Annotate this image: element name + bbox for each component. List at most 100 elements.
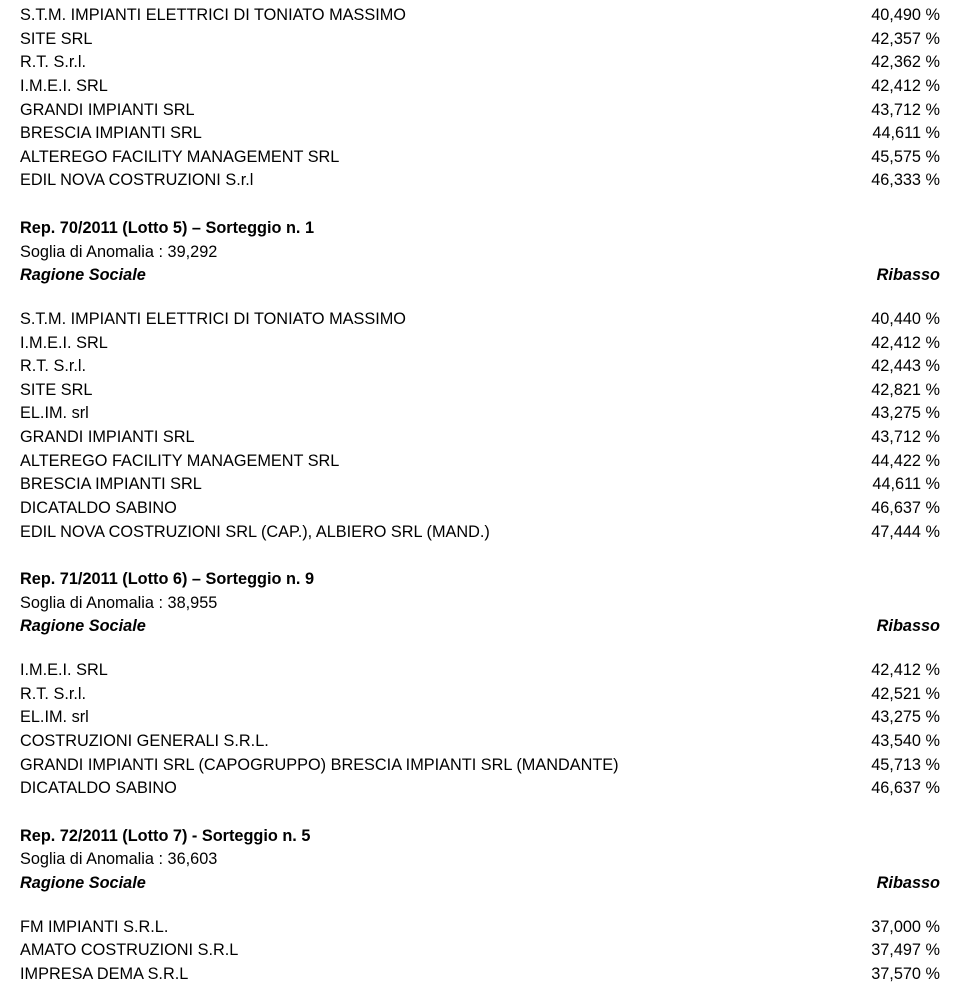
data-row: IMPRESA DEMA S.R.L37,570 % [20, 963, 940, 987]
company-name: GRANDI IMPIANTI SRL (CAPOGRUPPO) BRESCIA… [20, 754, 871, 778]
section-header: Ragione SocialeRibasso [20, 615, 940, 639]
ribasso-value: 42,443 % [871, 355, 940, 379]
company-name: S.T.M. IMPIANTI ELETTRICI DI TONIATO MAS… [20, 308, 871, 332]
ribasso-value: 43,540 % [871, 730, 940, 754]
ribasso-value: 43,275 % [871, 706, 940, 730]
ribasso-value: 37,497 % [871, 939, 940, 963]
ribasso-value: 42,821 % [871, 379, 940, 403]
soglia-line: Soglia di Anomalia : 38,955 [20, 592, 940, 616]
company-name: ALTEREGO FACILITY MANAGEMENT SRL [20, 146, 871, 170]
section: Rep. 71/2011 (Lotto 6) – Sorteggio n. 9S… [20, 568, 940, 801]
data-row: EL.IM. srl43,275 % [20, 402, 940, 426]
ribasso-value: 44,611 % [872, 122, 940, 146]
company-name: DICATALDO SABINO [20, 497, 871, 521]
header-left: Ragione Sociale [20, 264, 877, 288]
data-row: ALTEREGO FACILITY MANAGEMENT SRL44,422 % [20, 450, 940, 474]
data-row: S.T.M. IMPIANTI ELETTRICI DI TONIATO MAS… [20, 4, 940, 28]
company-name: EL.IM. srl [20, 402, 871, 426]
soglia-line: Soglia di Anomalia : 36,603 [20, 848, 940, 872]
ribasso-value: 40,490 % [871, 4, 940, 28]
company-name: SITE SRL [20, 28, 871, 52]
section-rows: S.T.M. IMPIANTI ELETTRICI DI TONIATO MAS… [20, 308, 940, 544]
section-rows: FM IMPIANTI S.R.L.37,000 %AMATO COSTRUZI… [20, 916, 940, 987]
soglia-line: Soglia di Anomalia : 39,292 [20, 241, 940, 265]
ribasso-value: 46,333 % [871, 169, 940, 193]
company-name: DICATALDO SABINO [20, 777, 871, 801]
ribasso-value: 42,412 % [871, 659, 940, 683]
company-name: SITE SRL [20, 379, 871, 403]
ribasso-value: 42,362 % [871, 51, 940, 75]
section: Rep. 70/2011 (Lotto 5) – Sorteggio n. 1S… [20, 217, 940, 544]
company-name: BRESCIA IMPIANTI SRL [20, 122, 872, 146]
header-right: Ribasso [877, 872, 940, 896]
company-name: GRANDI IMPIANTI SRL [20, 99, 871, 123]
document-root: S.T.M. IMPIANTI ELETTRICI DI TONIATO MAS… [20, 4, 940, 987]
section-header: Ragione SocialeRibasso [20, 872, 940, 896]
data-row: AMATO COSTRUZIONI S.R.L37,497 % [20, 939, 940, 963]
company-name: I.M.E.I. SRL [20, 332, 871, 356]
company-name: FM IMPIANTI S.R.L. [20, 916, 871, 940]
company-name: R.T. S.r.l. [20, 355, 871, 379]
ribasso-value: 47,444 % [871, 521, 940, 545]
company-name: R.T. S.r.l. [20, 683, 871, 707]
ribasso-value: 46,637 % [871, 497, 940, 521]
data-row: R.T. S.r.l.42,362 % [20, 51, 940, 75]
data-row: R.T. S.r.l.42,443 % [20, 355, 940, 379]
company-name: AMATO COSTRUZIONI S.R.L [20, 939, 871, 963]
ribasso-value: 44,422 % [871, 450, 940, 474]
section: Rep. 72/2011 (Lotto 7) - Sorteggio n. 5S… [20, 825, 940, 987]
ribasso-value: 37,000 % [871, 916, 940, 940]
data-row: GRANDI IMPIANTI SRL43,712 % [20, 426, 940, 450]
data-row: I.M.E.I. SRL42,412 % [20, 75, 940, 99]
ribasso-value: 43,712 % [871, 426, 940, 450]
company-name: GRANDI IMPIANTI SRL [20, 426, 871, 450]
section-title: Rep. 70/2011 (Lotto 5) – Sorteggio n. 1 [20, 217, 940, 241]
data-row: SITE SRL42,821 % [20, 379, 940, 403]
header-right: Ribasso [877, 264, 940, 288]
data-row: COSTRUZIONI GENERALI S.R.L.43,540 % [20, 730, 940, 754]
data-row: SITE SRL42,357 % [20, 28, 940, 52]
section-rows: I.M.E.I. SRL42,412 %R.T. S.r.l.42,521 %E… [20, 659, 940, 801]
company-name: COSTRUZIONI GENERALI S.R.L. [20, 730, 871, 754]
data-row: GRANDI IMPIANTI SRL (CAPOGRUPPO) BRESCIA… [20, 754, 940, 778]
ribasso-value: 42,521 % [871, 683, 940, 707]
company-name: IMPRESA DEMA S.R.L [20, 963, 871, 987]
company-name: EDIL NOVA COSTRUZIONI S.r.l [20, 169, 871, 193]
ribasso-value: 42,412 % [871, 75, 940, 99]
data-row: BRESCIA IMPIANTI SRL44,611 % [20, 473, 940, 497]
company-name: I.M.E.I. SRL [20, 659, 871, 683]
data-row: EL.IM. srl43,275 % [20, 706, 940, 730]
data-row: DICATALDO SABINO46,637 % [20, 497, 940, 521]
ribasso-value: 44,611 % [872, 473, 940, 497]
data-row: EDIL NOVA COSTRUZIONI SRL (CAP.), ALBIER… [20, 521, 940, 545]
ribasso-value: 45,575 % [871, 146, 940, 170]
company-name: R.T. S.r.l. [20, 51, 871, 75]
data-row: GRANDI IMPIANTI SRL43,712 % [20, 99, 940, 123]
data-row: S.T.M. IMPIANTI ELETTRICI DI TONIATO MAS… [20, 308, 940, 332]
data-row: R.T. S.r.l.42,521 % [20, 683, 940, 707]
ribasso-value: 37,570 % [871, 963, 940, 987]
header-left: Ragione Sociale [20, 615, 877, 639]
ribasso-value: 43,712 % [871, 99, 940, 123]
company-name: I.M.E.I. SRL [20, 75, 871, 99]
ribasso-value: 40,440 % [871, 308, 940, 332]
ribasso-value: 42,412 % [871, 332, 940, 356]
company-name: EDIL NOVA COSTRUZIONI SRL (CAP.), ALBIER… [20, 521, 871, 545]
company-name: ALTEREGO FACILITY MANAGEMENT SRL [20, 450, 871, 474]
section-title: Rep. 72/2011 (Lotto 7) - Sorteggio n. 5 [20, 825, 940, 849]
header-right: Ribasso [877, 615, 940, 639]
data-row: DICATALDO SABINO46,637 % [20, 777, 940, 801]
data-row: FM IMPIANTI S.R.L.37,000 % [20, 916, 940, 940]
ribasso-value: 43,275 % [871, 402, 940, 426]
section-header: Ragione SocialeRibasso [20, 264, 940, 288]
intro-rows: S.T.M. IMPIANTI ELETTRICI DI TONIATO MAS… [20, 4, 940, 193]
ribasso-value: 45,713 % [871, 754, 940, 778]
company-name: S.T.M. IMPIANTI ELETTRICI DI TONIATO MAS… [20, 4, 871, 28]
header-left: Ragione Sociale [20, 872, 877, 896]
data-row: I.M.E.I. SRL42,412 % [20, 332, 940, 356]
ribasso-value: 46,637 % [871, 777, 940, 801]
ribasso-value: 42,357 % [871, 28, 940, 52]
section-title: Rep. 71/2011 (Lotto 6) – Sorteggio n. 9 [20, 568, 940, 592]
company-name: EL.IM. srl [20, 706, 871, 730]
data-row: ALTEREGO FACILITY MANAGEMENT SRL45,575 % [20, 146, 940, 170]
